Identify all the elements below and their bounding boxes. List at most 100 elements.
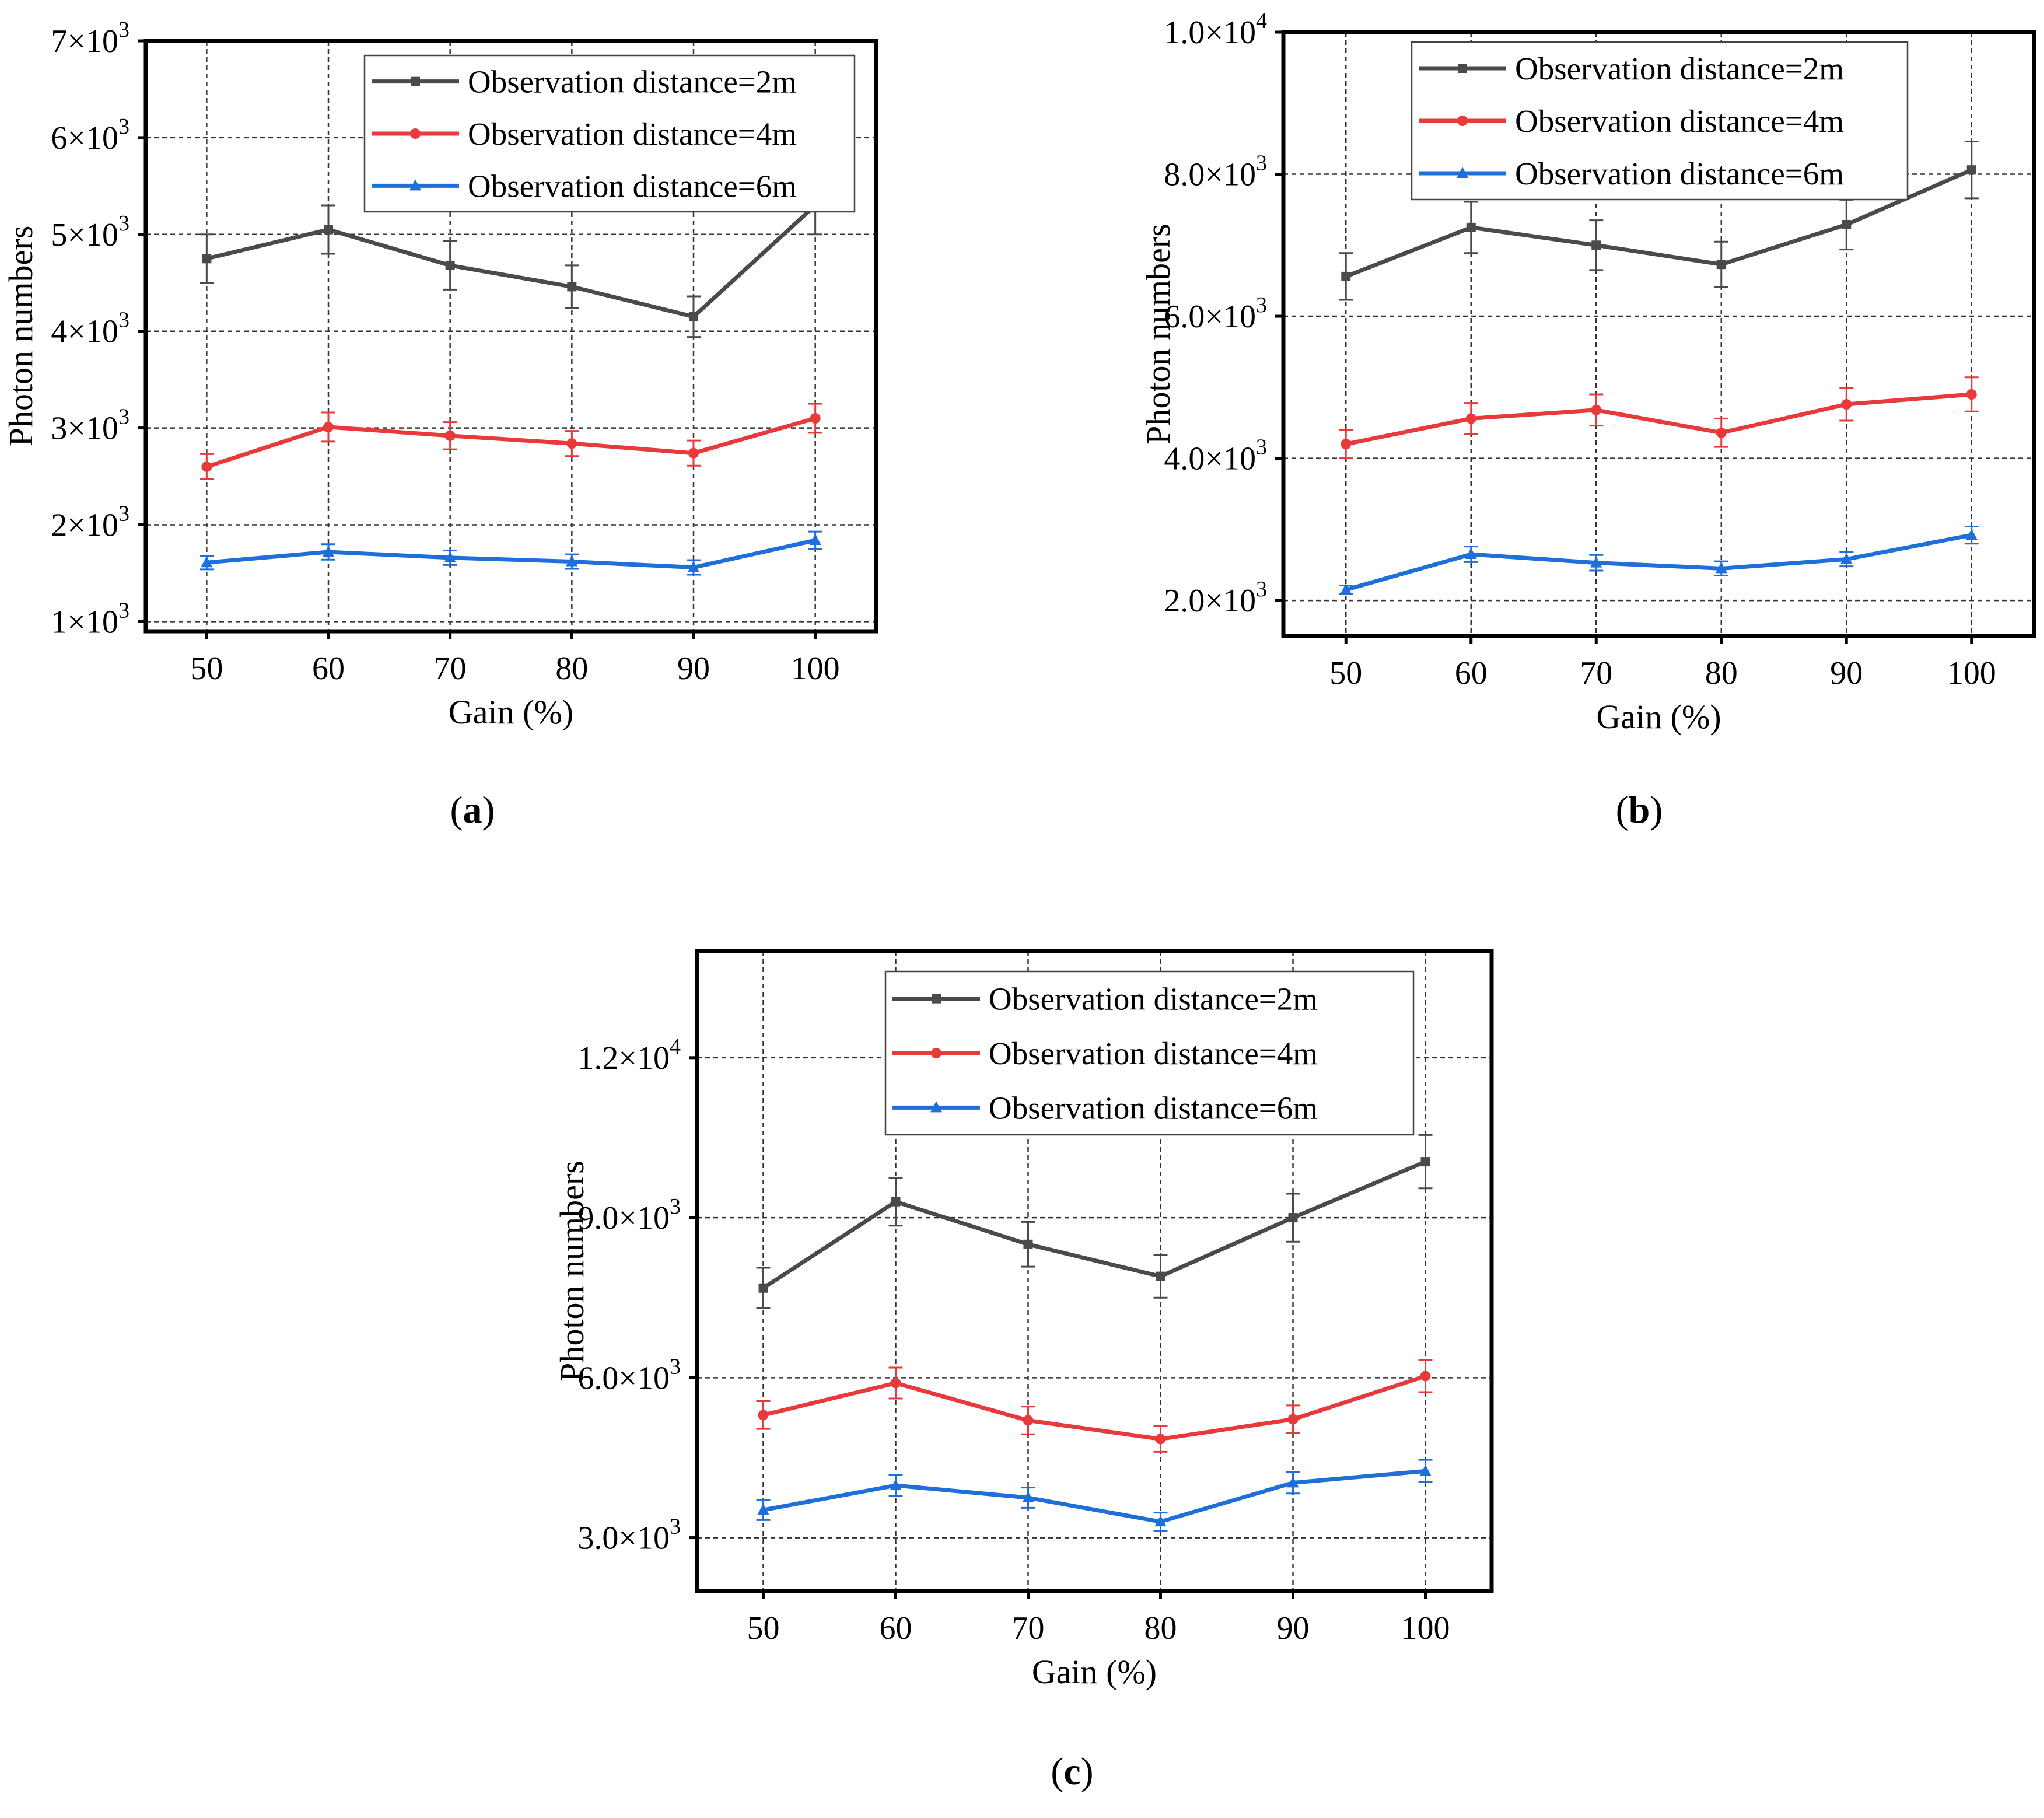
data-point-circle	[1287, 1414, 1298, 1425]
x-tick-label: 100	[1947, 655, 1996, 691]
legend-label: Observation distance=2m	[1515, 51, 1844, 86]
y-tick-exponent: 3	[670, 1194, 681, 1219]
data-point-triangle	[1715, 562, 1727, 574]
data-point-triangle	[1590, 556, 1602, 568]
y-tick-mantissa: 1.0×10	[1164, 15, 1256, 51]
x-tick-label: 60	[312, 651, 345, 687]
y-tick-exponent: 3	[118, 502, 130, 526]
legend-item: Observation distance=6m	[1419, 156, 1844, 191]
data-point-triangle	[201, 556, 213, 568]
data-point-circle	[566, 438, 578, 449]
panel-label-close: )	[482, 789, 495, 831]
panel-label: (b)	[1616, 789, 1663, 831]
data-point-triangle	[444, 551, 456, 562]
data-point-square	[567, 282, 577, 292]
legend-item: Observation distance=4m	[372, 116, 797, 152]
y-tick-label: 2×103	[51, 502, 130, 544]
data-point-triangle	[1287, 1476, 1299, 1488]
x-tick-label: 90	[677, 651, 710, 687]
series-1	[756, 1134, 1433, 1309]
y-tick-exponent: 3	[1256, 151, 1267, 176]
data-point-triangle	[890, 1478, 902, 1490]
y-tick-exponent: 4	[1256, 9, 1267, 33]
legend-label: Observation distance=2m	[468, 64, 797, 100]
y-tick-exponent: 3	[1256, 435, 1267, 460]
plot-frame	[144, 39, 878, 634]
data-point-circle	[1023, 1415, 1034, 1426]
legend-label: Observation distance=6m	[468, 168, 797, 204]
x-axis-title: Gain (%)	[1032, 1653, 1157, 1691]
y-axis-title: Photon numbers	[1139, 223, 1177, 445]
data-point-triangle	[688, 561, 699, 572]
panel-label-close: )	[1650, 789, 1662, 831]
panel-label-close: )	[1081, 1750, 1094, 1793]
series-line	[1345, 533, 1972, 592]
legend-marker-square	[1458, 64, 1467, 73]
x-axis-title: Gain (%)	[449, 693, 573, 731]
y-tick-exponent: 3	[1256, 577, 1267, 602]
data-point-square	[1716, 260, 1726, 270]
data-point-square	[891, 1197, 901, 1207]
data-point-triangle	[1419, 1464, 1432, 1476]
legend-label: Observation distance=4m	[468, 116, 797, 152]
legend-item: Observation distance=2m	[372, 64, 797, 100]
y-tick-exponent: 3	[118, 308, 130, 333]
panel-label-letter: c	[1063, 1750, 1080, 1793]
y-tick-label: 8.0×103	[1164, 151, 1267, 193]
y-tick-label: 3.0×103	[578, 1515, 681, 1557]
legend-item: Observation distance=6m	[892, 1090, 1318, 1125]
series-2	[1339, 376, 1979, 460]
legend-label: Observation distance=4m	[1515, 103, 1844, 139]
legend: Observation distance=2m Observation dista…	[1410, 41, 1909, 201]
panel-label-letter: a	[463, 789, 482, 831]
y-tick-label: 2.0×103	[1164, 577, 1267, 619]
y-tick-exponent: 3	[670, 1354, 681, 1379]
panel-label: (c)	[1051, 1750, 1093, 1793]
legend-marker-square	[932, 994, 941, 1004]
y-tick-label: 1.0×104	[1164, 9, 1267, 51]
y-tick-mantissa: 3.0×10	[578, 1520, 670, 1557]
legend-item: Observation distance=4m	[1419, 103, 1844, 139]
data-point-triangle	[1840, 553, 1853, 564]
y-tick-mantissa: 6×10	[51, 120, 118, 156]
y-tick-exponent: 3	[118, 211, 130, 236]
x-tick-label: 70	[1012, 1610, 1045, 1646]
data-point-square	[1420, 1157, 1430, 1167]
legend-item: Observation distance=2m	[1419, 51, 1844, 86]
data-point-circle	[758, 1410, 769, 1421]
legend-marker-triangle	[410, 179, 421, 191]
y-tick-mantissa: 5×10	[51, 217, 118, 253]
data-point-circle	[323, 421, 334, 432]
legend-marker-circle	[1457, 116, 1468, 126]
y-tick-label: 3×103	[51, 405, 130, 447]
data-point-circle	[1966, 389, 1977, 400]
x-tick-label: 100	[1401, 1610, 1450, 1646]
series-3	[756, 1459, 1433, 1532]
y-tick-mantissa: 8.0×10	[1164, 157, 1256, 193]
data-point-circle	[890, 1378, 901, 1389]
data-point-square	[202, 254, 212, 264]
y-tick-label: 4×103	[51, 308, 130, 350]
data-point-triangle	[566, 555, 578, 567]
plot-frame	[1281, 30, 2036, 638]
y-tick-exponent: 3	[670, 1515, 681, 1539]
data-point-circle	[1591, 404, 1602, 415]
data-point-circle	[1716, 427, 1727, 438]
series-2	[200, 403, 822, 481]
data-point-circle	[1465, 413, 1476, 424]
x-tick-label: 60	[1455, 655, 1488, 691]
data-point-square	[1466, 222, 1476, 232]
x-tick-label: 70	[434, 651, 467, 687]
y-tick-label: 1×103	[51, 598, 130, 640]
data-point-square	[1966, 165, 1976, 175]
x-tick-label: 50	[190, 651, 223, 687]
y-tick-label: 4.0×103	[1164, 435, 1267, 477]
x-tick-label: 50	[1329, 655, 1362, 691]
x-tick-label: 80	[1705, 655, 1738, 691]
y-tick-mantissa: 1.2×10	[578, 1040, 670, 1076]
legend: Observation distance=2m Observation dista…	[363, 54, 856, 213]
series-3	[200, 530, 822, 576]
data-point-square	[1842, 219, 1852, 229]
data-point-square	[758, 1283, 768, 1293]
